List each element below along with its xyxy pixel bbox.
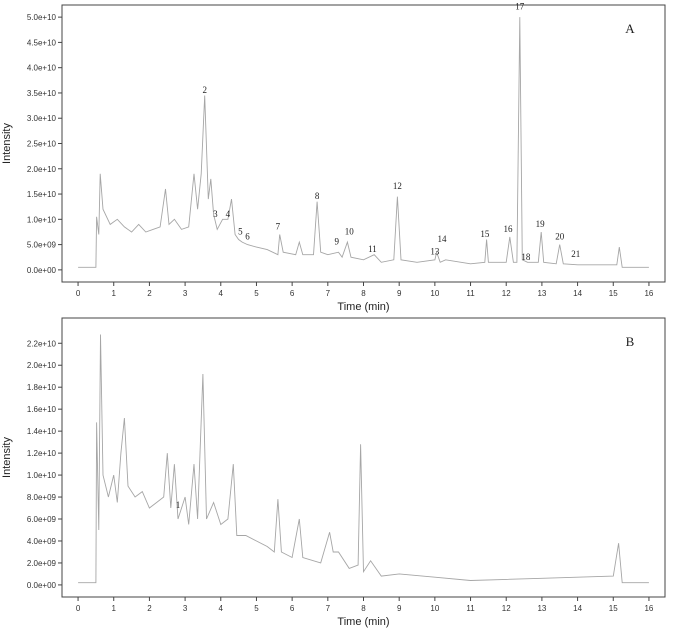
y-tick-label: 1.0e+10 — [27, 471, 57, 480]
peak-label: 20 — [555, 232, 565, 242]
peak-label: 21 — [571, 249, 580, 259]
y-tick-label: 3.0e+10 — [27, 114, 57, 123]
peak-label: 7 — [276, 221, 281, 231]
y-tick-label: 1.2e+10 — [27, 449, 57, 458]
peak-label: 4 — [226, 209, 231, 219]
x-tick-label: 14 — [573, 289, 582, 298]
y-tick-label: 0.0e+00 — [27, 266, 57, 275]
x-tick-label: 13 — [537, 604, 546, 613]
peak-label: 8 — [315, 191, 320, 201]
x-axis-label: Time (min) — [337, 301, 389, 313]
y-tick-label: 5.0e+10 — [27, 13, 57, 22]
peak-label: 15 — [480, 229, 490, 239]
peak-label: 2 — [202, 85, 207, 95]
peak-label: 1 — [176, 500, 181, 510]
trace — [78, 334, 649, 584]
y-tick-label: 1.0e+10 — [27, 215, 57, 224]
y-tick-label: 2.5e+10 — [27, 140, 57, 149]
panel-label: A — [625, 21, 635, 36]
x-tick-label: 12 — [502, 604, 511, 613]
y-tick-label: 1.4e+10 — [27, 427, 57, 436]
y-tick-label: 4.0e+10 — [27, 64, 57, 73]
y-tick-label: 1.8e+10 — [27, 383, 57, 392]
y-tick-label: 6.0e+09 — [27, 515, 57, 524]
x-tick-label: 2 — [147, 289, 152, 298]
x-tick-label: 14 — [573, 604, 582, 613]
plot-frame — [61, 4, 666, 283]
peak-label: 19 — [536, 219, 546, 229]
x-tick-label: 6 — [290, 289, 295, 298]
x-tick-label: 5 — [254, 604, 259, 613]
y-tick-label: 4.5e+10 — [27, 38, 57, 47]
x-tick-label: 10 — [430, 289, 439, 298]
peak-label: 9 — [334, 237, 339, 247]
y-tick-label: 2.0e+10 — [27, 165, 57, 174]
peak-label: 10 — [345, 226, 355, 236]
y-tick-label: 0.0e+00 — [27, 581, 57, 590]
y-tick-label: 2.0e+09 — [27, 559, 57, 568]
x-tick-label: 7 — [326, 604, 331, 613]
x-tick-label: 0 — [76, 604, 81, 613]
x-axis-label: Time (min) — [337, 616, 389, 628]
x-tick-label: 13 — [537, 289, 546, 298]
trace — [78, 17, 649, 268]
y-tick-label: 1.6e+10 — [27, 405, 57, 414]
y-axis-label: Intensity — [1, 123, 13, 164]
x-tick-label: 1 — [112, 289, 117, 298]
peak-label: 3 — [213, 209, 218, 219]
x-tick-label: 9 — [397, 604, 402, 613]
peak-label: 16 — [504, 224, 514, 234]
x-tick-label: 11 — [466, 289, 475, 298]
x-tick-label: 3 — [183, 604, 188, 613]
peak-label: 6 — [245, 232, 250, 242]
y-tick-label: 4.0e+09 — [27, 537, 57, 546]
x-tick-label: 2 — [147, 604, 152, 613]
y-axis-label: Intensity — [1, 437, 13, 478]
x-tick-label: 8 — [361, 604, 366, 613]
y-tick-label: 2.2e+10 — [27, 339, 57, 348]
y-tick-label: 8.0e+09 — [27, 493, 57, 502]
panel-label: B — [626, 334, 635, 349]
y-tick-label: 5.0e+09 — [27, 241, 57, 250]
y-tick-label: 2.0e+10 — [27, 361, 57, 370]
x-tick-label: 4 — [219, 289, 224, 298]
peak-label: 12 — [393, 181, 402, 191]
x-tick-label: 8 — [361, 289, 366, 298]
x-tick-label: 15 — [609, 289, 618, 298]
x-tick-label: 1 — [112, 604, 117, 613]
x-tick-label: 9 — [397, 289, 402, 298]
x-tick-label: 0 — [76, 289, 81, 298]
x-tick-label: 16 — [644, 604, 653, 613]
peak-label: 11 — [368, 244, 377, 254]
x-tick-label: 11 — [466, 604, 475, 613]
y-tick-label: 3.5e+10 — [27, 89, 57, 98]
peak-label: 13 — [430, 247, 440, 257]
x-tick-label: 15 — [609, 604, 618, 613]
peak-label: 5 — [238, 226, 243, 236]
x-tick-label: 10 — [430, 604, 439, 613]
x-tick-label: 16 — [644, 289, 653, 298]
x-tick-label: 12 — [502, 289, 511, 298]
x-tick-label: 3 — [183, 289, 188, 298]
x-tick-label: 6 — [290, 604, 295, 613]
y-tick-label: 1.5e+10 — [27, 190, 57, 199]
x-tick-label: 7 — [326, 289, 331, 298]
peak-label: 17 — [515, 2, 525, 12]
x-tick-label: 4 — [219, 604, 224, 613]
peak-label: 18 — [521, 252, 531, 262]
peak-label: 14 — [437, 234, 447, 244]
x-tick-label: 5 — [254, 289, 259, 298]
